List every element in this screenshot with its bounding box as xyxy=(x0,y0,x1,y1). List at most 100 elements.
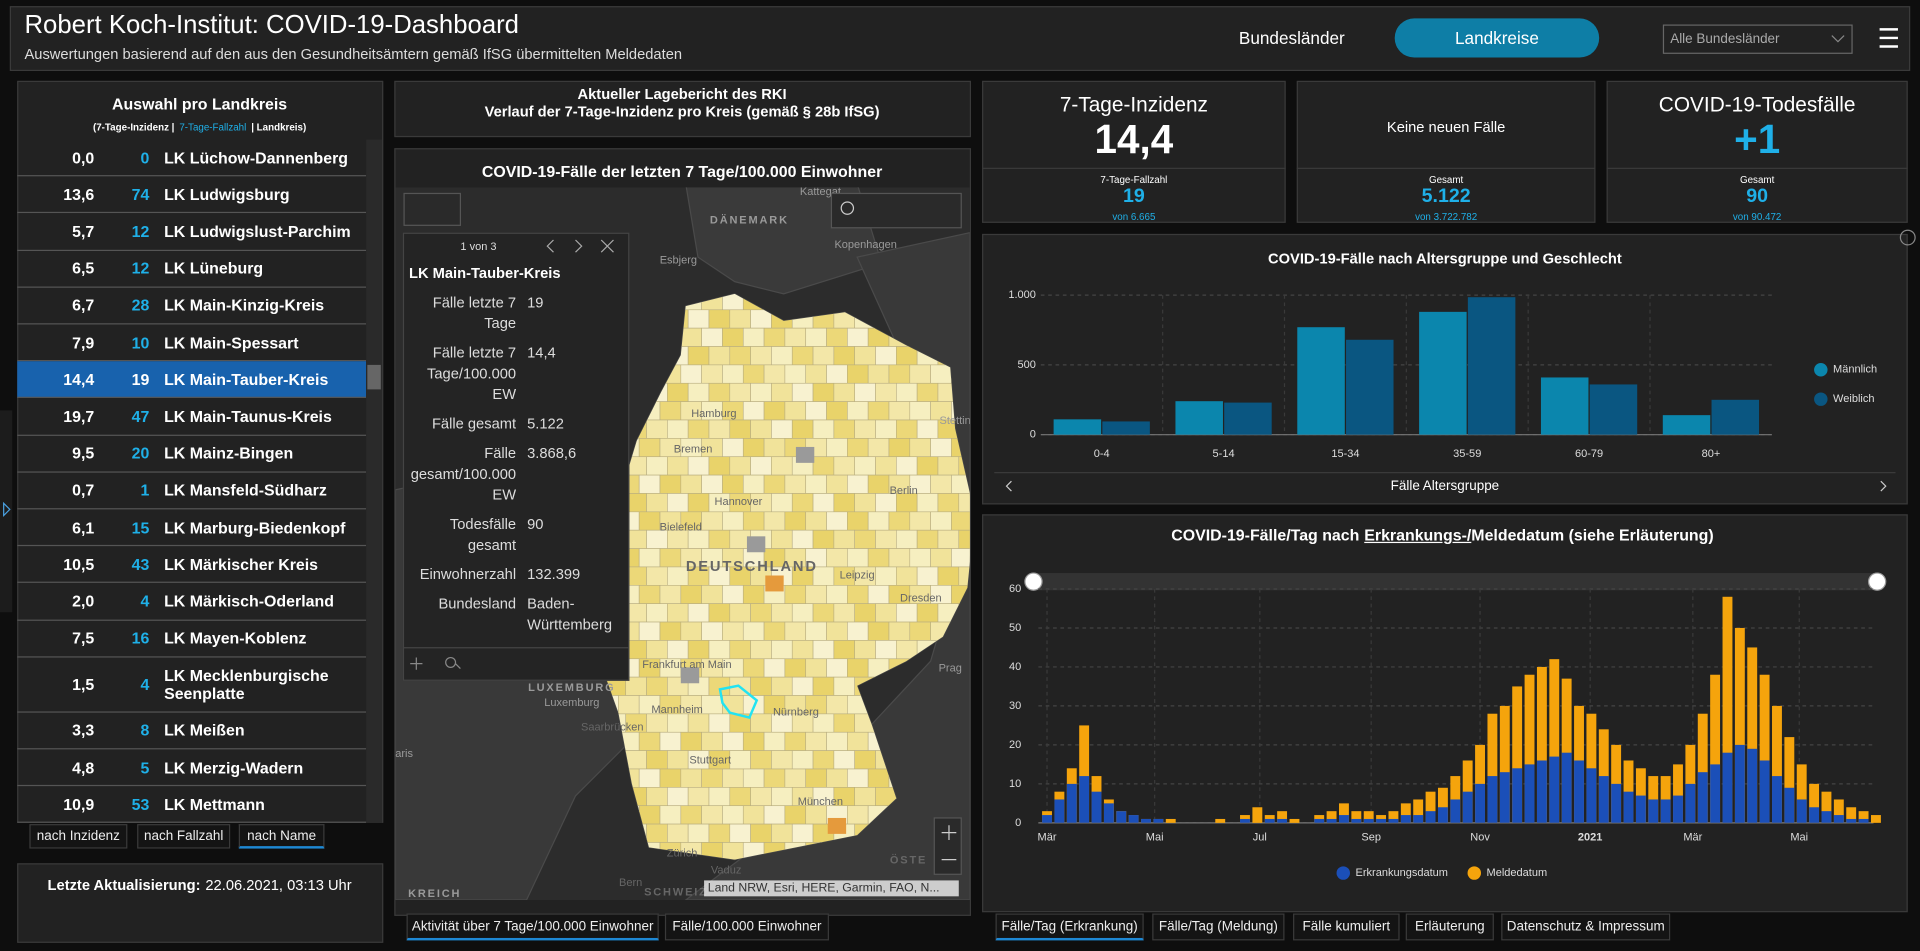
popup-label: Einwohnerzahl xyxy=(419,565,517,583)
row-incidence: 19,7 xyxy=(63,407,95,426)
district xyxy=(638,731,661,751)
nav-button-active[interactable]: Landkreise xyxy=(1394,18,1600,58)
kpi-sub-note: von 90.472 xyxy=(1732,211,1782,223)
district xyxy=(875,456,897,476)
list-row[interactable]: 6,1 15 LK Marburg-Biedenkopf xyxy=(17,509,367,547)
district xyxy=(847,327,869,347)
district xyxy=(722,805,744,825)
district xyxy=(708,640,731,660)
bar xyxy=(1066,783,1077,823)
map-tab[interactable]: Fälle/100.000 Einwohner xyxy=(664,913,829,941)
list-row[interactable]: 10,9 53 LK Mettmann xyxy=(17,786,367,823)
list-row[interactable]: 7,5 16 LK Mayen-Koblenz xyxy=(17,620,367,658)
district xyxy=(812,529,835,549)
bar xyxy=(1116,811,1127,823)
district xyxy=(847,731,869,751)
dropdown[interactable]: Alle Bundesländer xyxy=(1662,24,1853,54)
chart-tab[interactable]: Fälle/Tag (Meldung) xyxy=(1152,913,1285,941)
district-highlight xyxy=(746,536,766,553)
list-row[interactable]: 1,5 4 LK Mecklenburgische Seenplatte xyxy=(17,657,367,713)
title-part: Erkrankungs-/ xyxy=(1364,525,1472,545)
bar xyxy=(1809,783,1820,823)
bar xyxy=(1536,666,1547,823)
district xyxy=(750,787,772,807)
district xyxy=(687,456,710,476)
popup: 1 von 3 LK Main-Tauber-Kreis Fälle letzte … xyxy=(402,232,630,681)
district xyxy=(791,640,814,660)
scroll-thumb[interactable] xyxy=(367,364,381,390)
district xyxy=(667,382,689,402)
bar xyxy=(1079,725,1090,823)
bar xyxy=(1772,776,1782,823)
map-tab[interactable]: Aktivität über 7 Tage/100.000 Einwohner xyxy=(406,913,659,941)
district xyxy=(729,750,751,770)
subtitle: Auswertungen basierend auf den aus den G… xyxy=(24,45,683,63)
chart-title: COVID-19-Fälle nach Altersgruppe und Ges… xyxy=(1267,249,1622,267)
district xyxy=(638,585,661,604)
chart-tab[interactable]: Fälle kumuliert xyxy=(1293,913,1400,941)
district xyxy=(729,603,751,623)
nav-button[interactable]: Bundesländer xyxy=(1238,28,1345,48)
list-row[interactable]: 9,5 20 LK Mainz-Bingen xyxy=(17,435,367,473)
chart-tab[interactable]: Fälle/Tag (Erkrankung) xyxy=(995,913,1144,941)
x-tick-label: Sep xyxy=(1361,831,1381,843)
district xyxy=(909,621,931,641)
row-incidence: 6,5 xyxy=(72,259,95,278)
report-panel xyxy=(394,80,972,138)
list-row[interactable]: 6,5 12 LK Lüneburg xyxy=(17,251,367,288)
list-row[interactable]: 3,3 8 LK Meißen xyxy=(17,712,367,750)
district xyxy=(805,621,827,641)
district xyxy=(854,750,876,770)
district xyxy=(937,456,960,476)
map-tool xyxy=(403,192,462,226)
district xyxy=(750,346,772,366)
district xyxy=(722,438,744,458)
bar xyxy=(1475,783,1485,823)
scroll-arrows xyxy=(1005,480,1887,492)
update-value: 22.06.2021, 03:13 Uhr xyxy=(205,876,352,894)
sort-button[interactable]: nach Inzidenz xyxy=(29,824,128,849)
district xyxy=(896,566,918,586)
bar xyxy=(1512,686,1523,823)
list-row[interactable]: 2,0 4 LK Märkisch-Oderland xyxy=(17,583,367,621)
legend-swatch xyxy=(1336,866,1350,880)
row-count: 12 xyxy=(131,259,150,278)
list-row[interactable]: 14,4 19 LK Main-Tauber-Kreis xyxy=(17,361,367,399)
side-toggle-arrow xyxy=(3,501,11,517)
popup-label: Bundesland xyxy=(438,595,517,613)
row-name: LK Marburg-Biedenkopf xyxy=(164,518,346,537)
row-count: 4 xyxy=(140,592,150,611)
list-row[interactable]: 19,7 47 LK Main-Taunus-Kreis xyxy=(17,398,367,436)
district xyxy=(722,695,744,715)
bar xyxy=(1425,791,1436,823)
bar xyxy=(1858,818,1869,823)
district xyxy=(812,382,835,402)
district xyxy=(867,548,890,568)
popup-row: Bundesland Baden-Württemberg xyxy=(409,594,625,636)
chart-tab[interactable]: Datenschutz & Impressum xyxy=(1501,913,1671,941)
list-row[interactable]: 7,9 10 LK Main-Spessart xyxy=(17,324,367,362)
district xyxy=(791,823,814,843)
sort-button[interactable]: nach Fallzahl xyxy=(137,824,231,849)
district xyxy=(875,640,897,660)
kpi-sub-value: 19 xyxy=(1122,186,1145,207)
district xyxy=(729,456,751,476)
list-row[interactable]: 0,0 0 LK Lüchow-Dannenberg xyxy=(17,140,367,177)
district xyxy=(729,640,751,660)
list-row[interactable]: 10,5 43 LK Märkischer Kreis xyxy=(17,546,367,584)
report-line: Aktueller Lagebericht des RKI xyxy=(577,85,787,103)
district xyxy=(638,511,661,531)
list-row[interactable]: 5,7 12 LK Ludwigslust-Parchim xyxy=(17,214,367,251)
list-row[interactable]: 6,7 28 LK Main-Kinzig-Kreis xyxy=(17,288,367,325)
chart-tab[interactable]: Erläuterung xyxy=(1405,913,1494,941)
district xyxy=(646,419,668,439)
list-row[interactable]: 0,7 1 LK Mansfeld-Südharz xyxy=(17,472,367,510)
list-row[interactable]: 13,6 74 LK Ludwigsburg xyxy=(17,177,367,214)
list-row[interactable]: 4,8 5 LK Merzig-Wadern xyxy=(17,749,367,787)
sort-button[interactable]: nach Name xyxy=(238,824,325,849)
district xyxy=(854,529,876,549)
bar xyxy=(1346,339,1394,435)
bar xyxy=(1561,678,1572,823)
district xyxy=(805,474,827,494)
slider-handle xyxy=(1867,572,1887,591)
